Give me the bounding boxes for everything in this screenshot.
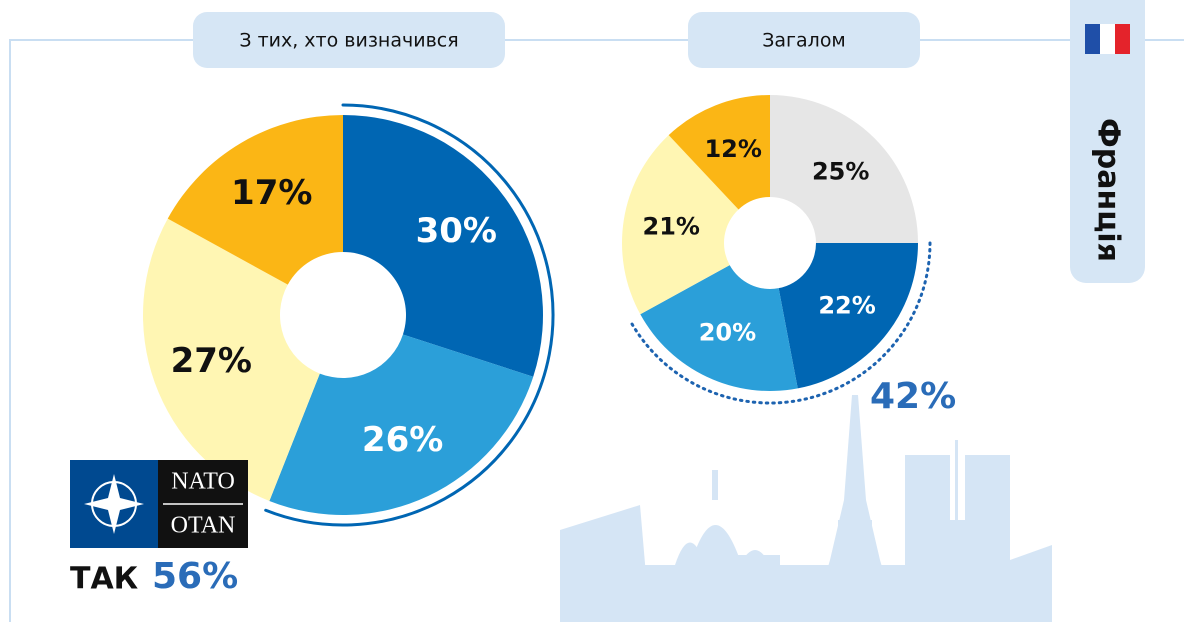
annotation-label: ТАК — [70, 562, 139, 597]
data-label: 26% — [362, 420, 443, 460]
data-label: 12% — [704, 135, 761, 163]
highlight-arc — [628, 241, 932, 405]
logo-text: OTAN — [171, 513, 236, 539]
country-name: Франція — [1091, 118, 1126, 262]
pie-slice — [640, 265, 798, 391]
title-pill — [688, 12, 920, 68]
skyline — [560, 395, 1052, 622]
chart-title: Загалом — [762, 30, 846, 52]
pie-slice — [143, 218, 320, 501]
data-label: 30% — [416, 211, 497, 251]
pie-slice — [343, 115, 543, 377]
data-label: 27% — [171, 341, 252, 381]
flag — [1085, 24, 1130, 54]
highlight-arc — [264, 103, 555, 527]
country-pill — [1070, 0, 1145, 283]
chart-title: З тих, хто визначився — [239, 30, 458, 52]
annotation: 56% — [152, 556, 238, 597]
nato-logo: NATO OTAN — [70, 460, 248, 548]
data-label: 17% — [231, 173, 312, 213]
logo-text: NATO — [171, 469, 235, 495]
annotation: 42% — [870, 376, 956, 417]
pie-slice — [668, 95, 770, 210]
data-label: 20% — [699, 318, 756, 346]
data-label: 25% — [812, 157, 869, 185]
pie-slice — [622, 135, 739, 315]
pie-slice — [770, 95, 918, 243]
pie-slice — [269, 334, 534, 515]
pie-slice — [778, 243, 918, 389]
pie-slice — [167, 115, 343, 285]
data-label: 21% — [643, 212, 700, 240]
data-label: 22% — [818, 292, 875, 320]
title-pill — [193, 12, 505, 68]
